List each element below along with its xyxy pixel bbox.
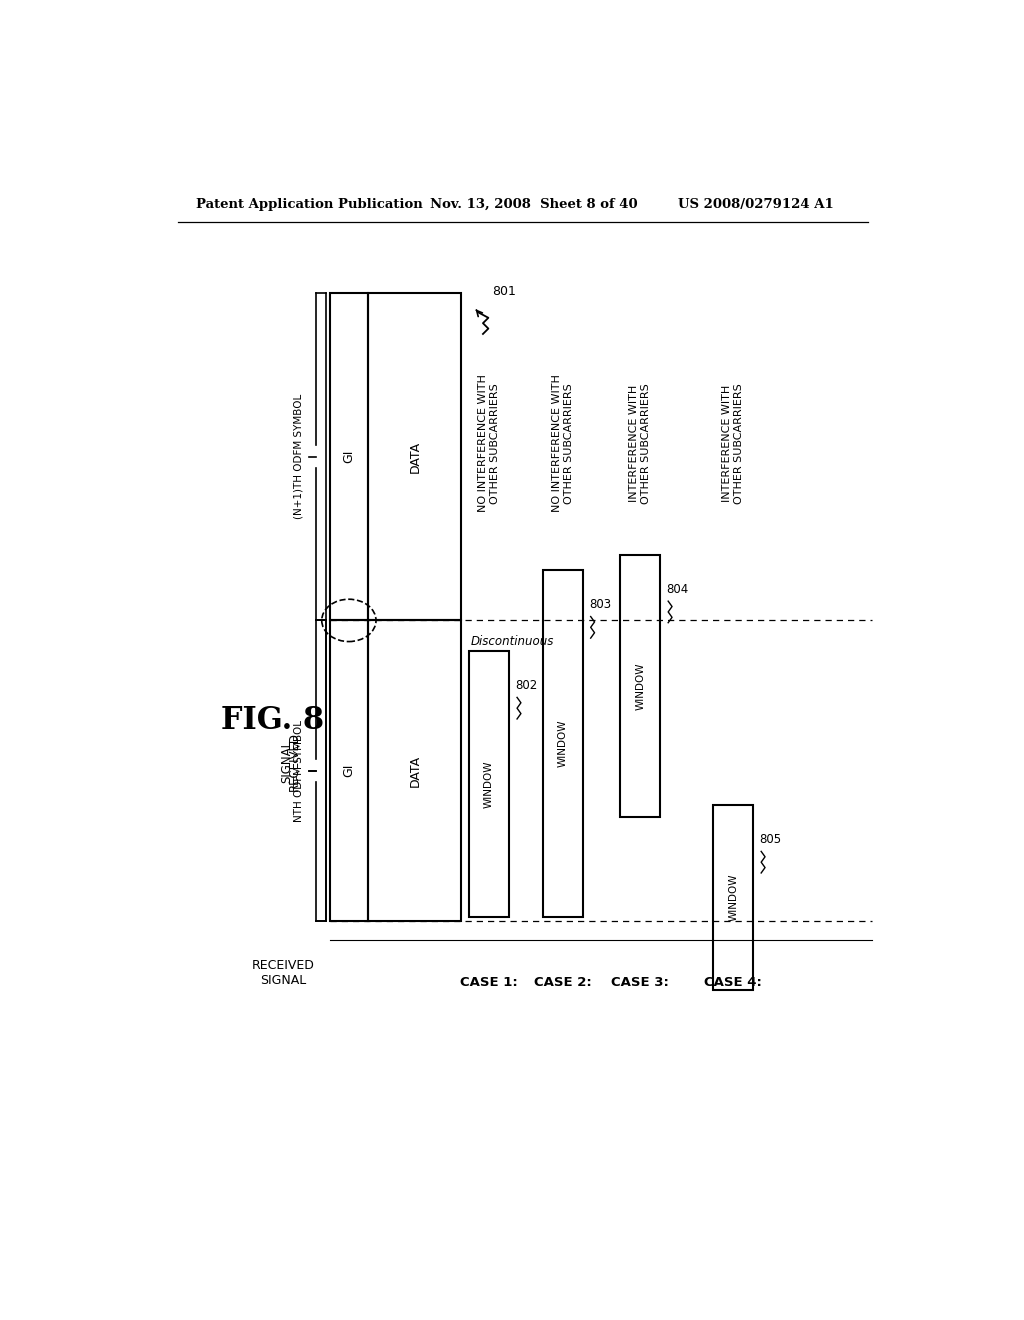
Bar (543, 570, 583, 917)
Text: GI: GI (342, 450, 355, 463)
Text: 802: 802 (515, 680, 538, 693)
Bar (330, 620, 369, 921)
Text: CASE 3:: CASE 3: (611, 975, 670, 989)
Bar (621, 554, 660, 817)
Text: (N+1)TH ODFM SYMBOL: (N+1)TH ODFM SYMBOL (294, 395, 303, 519)
Bar (713, 805, 754, 990)
Text: RECEIVED
SIGNAL: RECEIVED SIGNAL (252, 960, 314, 987)
Text: CASE 1:: CASE 1: (460, 975, 518, 989)
Bar (369, 293, 461, 620)
Text: 801: 801 (493, 285, 516, 298)
Text: CASE 4:: CASE 4: (705, 975, 762, 989)
Text: WINDOW: WINDOW (728, 874, 738, 921)
Bar (330, 293, 369, 620)
Text: WINDOW: WINDOW (484, 760, 495, 808)
Text: CASE 2:: CASE 2: (534, 975, 592, 989)
Text: INTERFERENCE WITH
OTHER SUBCARRIERS: INTERFERENCE WITH OTHER SUBCARRIERS (630, 383, 651, 504)
Text: FIG. 8: FIG. 8 (221, 705, 325, 737)
Text: NO INTERFERENCE WITH
OTHER SUBCARRIERS: NO INTERFERENCE WITH OTHER SUBCARRIERS (478, 375, 500, 512)
Text: US 2008/0279124 A1: US 2008/0279124 A1 (678, 198, 834, 211)
Text: INTERFERENCE WITH
OTHER SUBCARRIERS: INTERFERENCE WITH OTHER SUBCARRIERS (723, 383, 744, 504)
Text: Discontinuous: Discontinuous (471, 635, 554, 648)
Text: WINDOW: WINDOW (558, 719, 567, 767)
Text: NTH ODFM SYMBOL: NTH ODFM SYMBOL (294, 719, 303, 821)
Bar (369, 620, 461, 921)
Text: 804: 804 (667, 583, 689, 597)
Text: DATA: DATA (409, 441, 421, 473)
Text: Patent Application Publication: Patent Application Publication (197, 198, 423, 211)
Text: 805: 805 (760, 833, 781, 846)
Text: SIGNAL: SIGNAL (281, 739, 293, 783)
Text: 803: 803 (589, 598, 611, 611)
Text: NO INTERFERENCE WITH
OTHER SUBCARRIERS: NO INTERFERENCE WITH OTHER SUBCARRIERS (552, 375, 573, 512)
Text: DATA: DATA (409, 755, 421, 787)
Text: WINDOW: WINDOW (635, 663, 645, 710)
Text: GI: GI (342, 764, 355, 777)
Text: Nov. 13, 2008  Sheet 8 of 40: Nov. 13, 2008 Sheet 8 of 40 (430, 198, 638, 211)
Bar (469, 651, 509, 917)
Text: RECEIVED: RECEIVED (288, 731, 301, 791)
